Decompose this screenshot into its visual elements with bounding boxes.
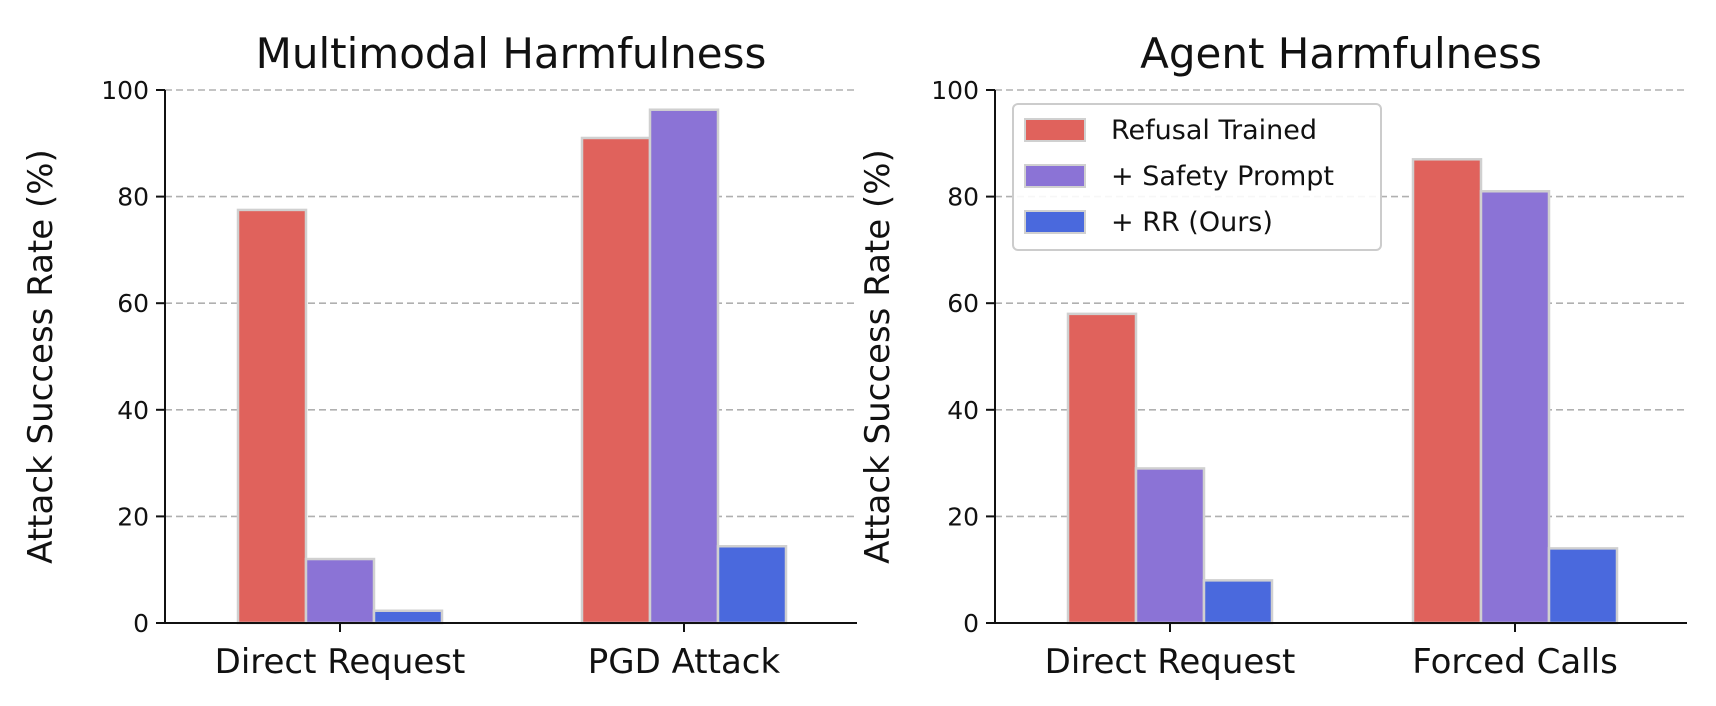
chart-2-bar-1-2 [1411, 158, 1483, 625]
chart-2-legend-label-2: + Safety Prompt [1111, 161, 1334, 192]
chart-1-ylabel: Attack Success Rate (%) [21, 149, 61, 564]
chart-2-ytick-label: 100 [931, 76, 979, 105]
chart-1-ytick-label: 0 [133, 609, 149, 638]
chart-1-bar-1-1 [236, 208, 308, 625]
chart-2-legend-swatch-3 [1024, 210, 1086, 234]
chart-2-ylabel: Attack Success Rate (%) [858, 149, 898, 564]
chart-2-bar-3-2 [1547, 547, 1619, 625]
chart-1-bar-1-2 [580, 136, 652, 625]
chart-2-bar-3-1 [1202, 579, 1274, 625]
chart-2-category-label: Forced Calls [1412, 642, 1618, 682]
chart-1-ytick-label: 60 [117, 289, 149, 318]
chart-2-ytick-label: 40 [947, 396, 979, 425]
chart-1-bar-2-1 [304, 557, 376, 625]
chart-1-ytick-label: 80 [117, 183, 149, 212]
chart-2-bar-1-1 [1066, 312, 1138, 625]
chart-2-legend-label-1: Refusal Trained [1111, 115, 1317, 146]
chart-2-legend-swatch-2 [1024, 164, 1086, 188]
chart-2-ytick-label: 60 [947, 289, 979, 318]
chart-1-bar-3-1 [372, 609, 444, 625]
chart-2-bar-2-2 [1479, 190, 1551, 625]
chart-2-ytick-label: 20 [947, 502, 979, 531]
chart-2-title: Agent Harmfulness [1140, 29, 1542, 78]
chart-1-title: Multimodal Harmfulness [256, 29, 767, 78]
chart-2-category-label: Direct Request [1045, 642, 1296, 682]
chart-2-ytick-label: 80 [947, 183, 979, 212]
chart-1-ytick-label: 40 [117, 396, 149, 425]
chart-1-category-label: Direct Request [215, 642, 466, 682]
chart-1-category-label: PGD Attack [588, 642, 781, 682]
chart-1-ytick-label: 20 [117, 502, 149, 531]
chart-1-bar-3-2 [716, 544, 788, 625]
chart-1-bar-2-2 [648, 108, 720, 625]
chart-2-legend-label-3: + RR (Ours) [1111, 207, 1273, 238]
chart-1-ytick-label: 100 [101, 76, 149, 105]
chart-2-ytick-label: 0 [963, 609, 979, 638]
chart-2-legend-box [1012, 103, 1382, 251]
chart-2-legend-swatch-1 [1024, 118, 1086, 142]
chart-2-bar-2-1 [1134, 467, 1206, 625]
